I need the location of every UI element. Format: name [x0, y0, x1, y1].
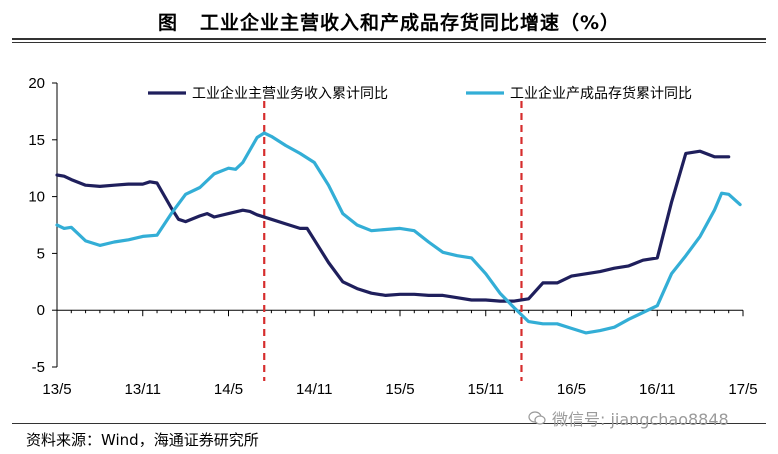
y-tick-label: -5 — [32, 359, 45, 376]
x-tick-label: 17/5 — [728, 381, 757, 398]
series-line-revenue — [55, 149, 731, 303]
y-tick-label: 0 — [37, 302, 45, 319]
legend-label: 工业企业主营业务收入累计同比 — [192, 85, 388, 102]
figure-prefix: 图 — [157, 12, 178, 34]
title-rule-thin — [12, 42, 766, 43]
series-line-inventory — [55, 131, 742, 335]
x-tick-label: 13/11 — [125, 381, 161, 398]
source-rule — [12, 423, 766, 424]
y-tick-label: 20 — [28, 75, 45, 92]
x-tick-label: 13/5 — [42, 381, 71, 398]
wechat-icon — [528, 411, 546, 425]
x-tick-label: 14/5 — [214, 381, 243, 398]
x-tick-label: 16/11 — [639, 381, 675, 398]
y-tick-label: 10 — [28, 189, 45, 206]
x-tick-label: 15/11 — [468, 381, 504, 398]
title-rule-thick — [12, 38, 766, 40]
x-tick-label: 16/5 — [557, 381, 586, 398]
y-tick-label: 15 — [28, 132, 45, 149]
chart-title: 图工业企业主营收入和产成品存货同比增速（%） — [0, 8, 778, 35]
source-note: 资料来源：Wind，海通证券研究所 — [26, 431, 259, 449]
legend-label: 工业企业产成品存货累计同比 — [510, 85, 692, 102]
x-tick-label: 15/5 — [385, 381, 414, 398]
watermark-text: 微信号: jiangchao8848 — [552, 410, 729, 429]
figure-title-text: 工业企业主营收入和产成品存货同比增速（%） — [199, 12, 621, 34]
y-tick-label: 5 — [37, 245, 45, 262]
watermark: 微信号: jiangchao8848 — [528, 406, 729, 430]
x-tick-label: 14/11 — [296, 381, 332, 398]
